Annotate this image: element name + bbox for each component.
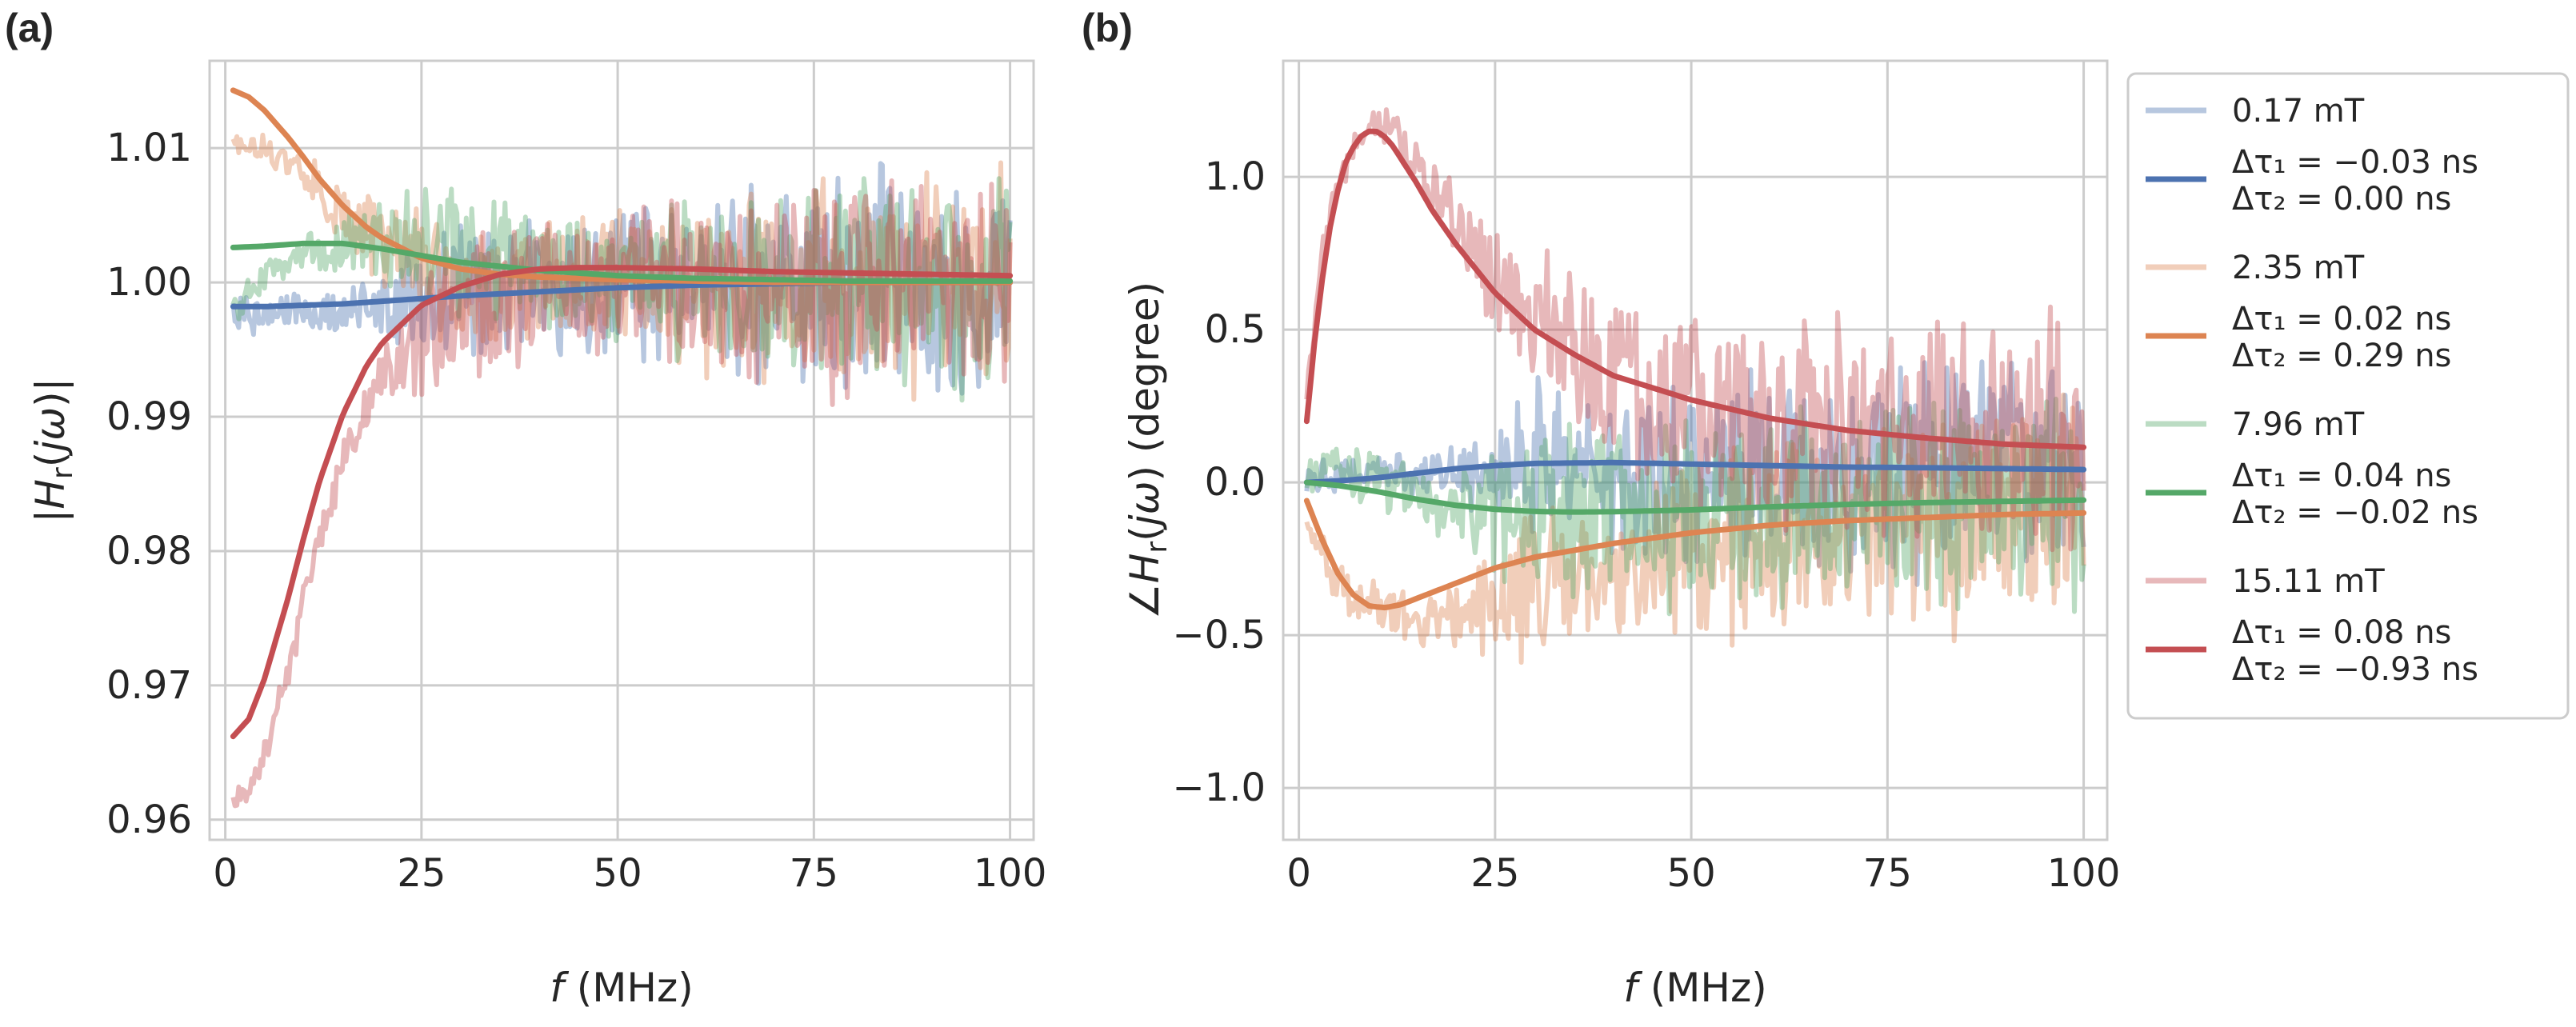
- legend-label-line2: Δτ₂ = −0.93 ns: [2232, 651, 2478, 688]
- fit-series-red: [230, 265, 1014, 740]
- legend-label-line2: Δτ₂ = 0.00 ns: [2232, 181, 2451, 218]
- panel-a: (a) 0 25 50 75 100 0.96 0.97 0.98 0.99 1.00 1.01 f…: [5, 6, 1046, 1011]
- fit-series-green: [230, 240, 1014, 284]
- legend-label: 0.17 mT: [2232, 93, 2365, 130]
- legend-label: Δτ₁ = −0.03 ns: [2232, 144, 2478, 181]
- measured-series-red: [1304, 107, 2086, 553]
- y-tick-label: −0.5: [1172, 613, 1266, 657]
- fit-series-green: [1303, 479, 2087, 515]
- panel-b-ylabel: ∠Hr(jω) (degree): [1122, 282, 1174, 619]
- fit-series-orange: [1303, 498, 2087, 611]
- legend-label: 15.11 mT: [2232, 563, 2385, 600]
- y-tick-label: 1.0: [1205, 154, 1266, 199]
- y-tick-label: 0.96: [106, 797, 192, 842]
- x-tick-label: 75: [1863, 851, 1912, 896]
- panel-b: (b) 0 25 50 75 100−1.0−0.50.00.51.0 f (MHz) …: [1082, 6, 2120, 1011]
- panel-a-label: (a): [5, 6, 54, 50]
- measured-series-green: [230, 176, 1013, 403]
- panel-b-series: [1303, 107, 2087, 665]
- x-tick-label: 100: [974, 851, 1047, 896]
- y-tick-label: 0.97: [106, 663, 192, 708]
- measured-series-green: [1304, 396, 2086, 617]
- measured-series-orange: [1304, 392, 2086, 665]
- y-tick-label: −1.0: [1172, 765, 1266, 810]
- y-tick-label: 1.01: [106, 126, 192, 170]
- y-tick-label: 0.0: [1205, 460, 1266, 505]
- legend-label-line2: Δτ₂ = −0.02 ns: [2232, 494, 2478, 531]
- panel-b-frame: [1282, 59, 2109, 841]
- x-tick-label: 50: [594, 851, 642, 896]
- panel-b-grid: [1283, 61, 2107, 840]
- panel-a-ticks: 0 25 50 75 100 0.96 0.97 0.98 0.99 1.00 1.01: [106, 126, 1046, 896]
- x-tick-label: 0: [1286, 851, 1311, 896]
- legend-label: 7.96 mT: [2232, 406, 2365, 443]
- panel-a-xlabel: f (MHz): [550, 965, 694, 1011]
- fit-series-blue: [1303, 459, 2087, 486]
- legend-label: Δτ₁ = 0.04 ns: [2232, 458, 2451, 494]
- y-tick-label: 0.98: [106, 529, 192, 573]
- panel-a-series: [230, 87, 1014, 809]
- legend-label-line2: Δτ₂ = 0.29 ns: [2232, 338, 2451, 374]
- panel-b-xlabel: f (MHz): [1623, 965, 1767, 1011]
- measured-series-orange: [230, 132, 1013, 402]
- panel-a-ylabel: |Hr(jω)|: [27, 378, 79, 523]
- x-tick-label: 0: [213, 851, 238, 896]
- fit-series-red: [1303, 128, 2087, 450]
- legend-box: [2126, 72, 2570, 720]
- x-tick-label: 75: [790, 851, 838, 896]
- x-tick-label: 25: [397, 851, 446, 896]
- legend-label: 2.35 mT: [2232, 250, 2365, 286]
- y-tick-label: 1.00: [106, 260, 192, 305]
- x-tick-label: 25: [1470, 851, 1519, 896]
- legend-label: Δτ₁ = 0.02 ns: [2232, 301, 2451, 338]
- panel-b-ticks: 0 25 50 75 100 −1.0 −0.5 0.0 0.5 1.0: [1172, 154, 2120, 896]
- panel-a-frame: [208, 59, 1035, 841]
- y-tick-label: 0.99: [106, 394, 192, 439]
- y-tick-label: 0.5: [1205, 307, 1266, 352]
- legend-label: Δτ₁ = 0.08 ns: [2232, 614, 2451, 651]
- panel-b-label: (b): [1082, 6, 1133, 50]
- x-tick-label: 50: [1667, 851, 1716, 896]
- x-tick-label: 100: [2047, 851, 2121, 896]
- measured-series-blue: [230, 161, 1013, 396]
